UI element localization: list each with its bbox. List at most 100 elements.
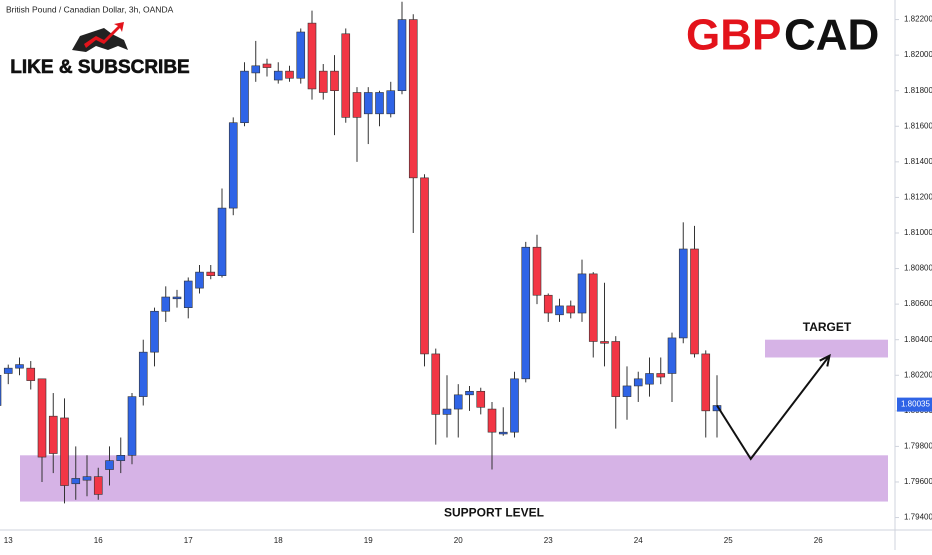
candle-body [3,367,13,374]
y-tick-label: 1.81800 [904,86,932,95]
candle-body [577,273,587,314]
zone-label: TARGET [803,320,852,334]
candle-body [330,70,339,92]
y-tick-label: 1.80400 [904,335,932,344]
candle-body [71,478,81,485]
candle-body [667,337,677,374]
candle-body [566,305,576,314]
candle-body [273,70,283,81]
price-label: 1.80035 [901,400,930,409]
symbol-quote: CAD [784,11,879,60]
x-tick-label: 18 [274,536,283,545]
candle-body [543,294,553,314]
candle-body [645,373,654,385]
candle-body [228,122,238,209]
candle-body [532,246,542,296]
x-tick-label: 23 [544,536,553,545]
candle-body [375,92,384,115]
candle-body [341,33,351,118]
plot-area [0,1,888,504]
symbol-base: GBP [686,11,781,60]
candle-body [431,353,441,415]
x-tick-label: 26 [814,536,823,545]
candle-body [285,70,294,79]
y-tick-label: 1.79600 [904,477,932,486]
candle-body [442,408,452,415]
candle-body [408,19,418,179]
zone [20,455,888,502]
candle-body [633,378,643,387]
candle-body [318,70,328,93]
candle-body [105,460,114,470]
candle-body [521,246,531,380]
candle-body [476,390,486,408]
candle-body [453,394,463,410]
candle-body [48,415,58,454]
candle-body [0,374,2,406]
candle-body [150,310,159,353]
y-tick-label: 1.79800 [904,442,932,451]
promo-text: LIKE & SUBSCRIBE [10,57,189,78]
candle-body [363,92,373,115]
candle-body [678,248,688,339]
candle-body [60,417,69,486]
candle-body [37,378,47,458]
y-tick-label: 1.81200 [904,193,932,202]
candle-body [251,65,261,74]
candle-body [217,207,227,276]
candle-body [116,455,126,461]
candle-body [127,396,137,456]
x-tick-label: 17 [184,536,193,545]
y-tick-label: 1.81600 [904,121,932,130]
candle-body [138,351,148,397]
candle-body [588,273,598,342]
candle-body [622,385,632,397]
y-tick-label: 1.80200 [904,370,932,379]
x-tick-label: 24 [634,536,643,545]
y-tick-label: 1.79400 [904,513,932,522]
candle-body [352,92,362,118]
candle-body [656,373,666,378]
zone [765,339,888,358]
candle-body [172,296,182,300]
candle-body [397,19,407,92]
x-tick-label: 25 [724,536,733,545]
candle-body [296,31,306,79]
candle-body [161,296,171,312]
chart-title: British Pound / Canadian Dollar, 3h, OAN… [6,4,174,14]
x-tick-label: 19 [364,536,373,545]
candle-body [386,90,396,115]
x-tick-label: 20 [454,536,463,545]
x-tick-label: 13 [4,536,13,545]
candle-body [183,280,193,308]
candle-body [555,305,564,316]
candle-body [206,271,216,276]
candle-body [195,271,204,289]
candle-body [262,63,272,68]
price-label-box [897,397,932,412]
candle-body [510,378,519,433]
arrow-head [819,353,831,367]
candle-body [600,341,609,344]
y-tick-label: 1.82000 [904,50,932,59]
y-tick-label: 1.82200 [904,15,932,24]
candle-body [240,70,249,124]
candle-body [487,408,497,433]
candle-body [26,367,36,381]
candle-body [611,341,621,397]
candle-body [701,353,711,412]
candle-body [465,390,474,396]
candle-body [498,431,508,435]
candle-body [82,476,92,481]
candle-body [93,476,103,495]
y-tick-label: 1.81400 [904,157,932,166]
candle-body [307,22,317,90]
y-tick-label: 1.80600 [904,299,932,308]
logo [72,22,128,52]
candle-body [15,364,24,369]
y-tick-label: 1.81000 [904,228,932,237]
candle-body [420,177,429,355]
projection-line [716,355,831,461]
